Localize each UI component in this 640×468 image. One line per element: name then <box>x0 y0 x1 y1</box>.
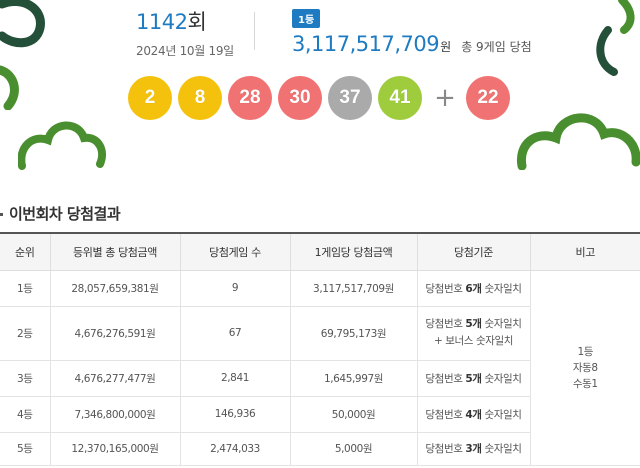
header-games: 당첨게임 수 <box>179 232 291 271</box>
plus-icon: + <box>434 83 456 113</box>
per-game-cell: 5,000원 <box>289 431 418 466</box>
table-header-row: 순위 등위별 총 당첨금액 당첨게임 수 1게임당 당첨금액 당첨기준 비고 <box>0 232 640 271</box>
criteria-cell: 당첨번호 5개 숫자일치 <box>416 359 531 397</box>
per-game-cell: 3,117,517,709원 <box>289 269 418 307</box>
total-cell: 4,676,276,591원 <box>49 305 181 361</box>
games-cell: 67 <box>179 305 291 361</box>
criteria-text: 당첨번호 <box>425 408 466 421</box>
games-cell: 2,474,033 <box>179 431 291 466</box>
number-ball: 37 <box>328 76 372 120</box>
table-row: 1등 28,057,659,381원 9 3,117,517,709원 당첨번호… <box>0 269 640 466</box>
number-ball: 28 <box>228 76 272 120</box>
results-table: 순위 등위별 총 당첨금액 당첨게임 수 1게임당 당첨금액 당첨기준 비고 1… <box>0 232 640 466</box>
bottom-right-bush-decoration <box>516 113 640 170</box>
criteria-count: 5개 <box>465 372 482 385</box>
first-prize-amount: 3,117,517,709 <box>292 32 440 56</box>
table-row: 5등 12,370,165,000원 2,474,033 5,000원 당첨번호… <box>0 431 640 466</box>
rank-cell: 1등 <box>0 269 51 307</box>
games-cell: 146,936 <box>179 395 291 433</box>
criteria-text: 당첨번호 <box>425 443 466 455</box>
criteria-cell: 당첨번호 4개 숫자일치 <box>416 395 531 433</box>
header-divider <box>254 12 255 50</box>
number-ball: 2 <box>128 76 172 120</box>
header-remark: 비고 <box>529 232 640 271</box>
total-cell: 12,370,165,000원 <box>49 431 181 466</box>
criteria-count: 5개 <box>465 318 482 330</box>
per-game-cell: 69,795,173원 <box>289 305 418 361</box>
draw-header: 1142회 2024년 10월 19일 1등 3,117,517,709원 총 9… <box>0 0 640 170</box>
remark-line: 1등 <box>577 345 594 358</box>
criteria-text: 숫자일치 <box>481 372 522 385</box>
criteria-text: 숫자일치 <box>481 443 522 455</box>
header-rank: 순위 <box>0 232 51 271</box>
criteria-text: 당첨번호 <box>425 372 466 385</box>
criteria-count: 3개 <box>465 443 482 455</box>
section-title-text: 이번회차 당첨결과 <box>9 205 121 223</box>
criteria-text: 당첨번호 <box>425 282 466 295</box>
criteria-text: 당첨번호 <box>425 318 466 330</box>
left-leaf-decoration <box>0 0 45 110</box>
total-cell: 4,676,277,477원 <box>49 359 181 397</box>
rank-cell: 3등 <box>0 359 51 397</box>
winner-summary: 총 9게임 당첨 <box>461 40 532 54</box>
first-prize-badge: 1등 <box>292 9 321 28</box>
section-title: 이번회차 당첨결과 <box>0 203 121 224</box>
criteria-cell: 당첨번호 3개 숫자일치 <box>416 431 531 466</box>
header-per-game: 1게임당 당첨금액 <box>289 232 418 271</box>
criteria-count: 4개 <box>465 408 482 421</box>
criteria-count: 6개 <box>465 282 482 295</box>
table-row: 3등 4,676,277,477원 2,841 1,645,997원 당첨번호 … <box>0 359 640 397</box>
criteria-text: 숫자일치 <box>481 408 522 421</box>
first-prize-line: 3,117,517,709원 총 9게임 당첨 <box>292 32 532 56</box>
total-cell: 28,057,659,381원 <box>49 269 181 307</box>
criteria-text: 숫자일치 <box>481 318 522 330</box>
round-info: 1142회 2024년 10월 19일 <box>136 6 234 59</box>
criteria-text: 숫자일치 <box>481 282 522 295</box>
bonus-number-ball: 22 <box>466 76 510 120</box>
games-cell: 2,841 <box>179 359 291 397</box>
right-leaf-decoration <box>596 0 635 76</box>
total-cell: 7,346,800,000원 <box>49 395 181 433</box>
games-cell: 9 <box>179 269 291 307</box>
round-number: 1142 <box>136 10 188 34</box>
table-row: 4등 7,346,800,000원 146,936 50,000원 당첨번호 4… <box>0 395 640 433</box>
round-suffix: 회 <box>187 10 207 34</box>
first-prize-info: 1등 3,117,517,709원 총 9게임 당첨 <box>292 8 532 56</box>
draw-date: 2024년 10월 19일 <box>136 44 234 58</box>
header-total: 등위별 총 당첨금액 <box>49 232 181 271</box>
winning-numbers: 2 8 28 30 37 41 + 22 <box>128 76 516 120</box>
per-game-cell: 50,000원 <box>289 395 418 433</box>
header-criteria: 당첨기준 <box>416 232 531 271</box>
remark-line: 자동8 <box>572 361 598 374</box>
criteria-cell: 당첨번호 5개 숫자일치 + 보너스 숫자일치 <box>416 305 531 361</box>
criteria-cell: 당첨번호 6개 숫자일치 <box>416 269 531 307</box>
bullet-icon <box>0 213 3 216</box>
criteria-bonus-text: + 보너스 숫자일치 <box>433 335 514 347</box>
per-game-cell: 1,645,997원 <box>289 359 418 397</box>
number-ball: 30 <box>278 76 322 120</box>
rank-cell: 2등 <box>0 305 51 361</box>
remark-cell: 1등 자동8 수동1 <box>529 269 640 466</box>
number-ball: 41 <box>378 76 422 120</box>
remark-line: 수동1 <box>572 377 598 390</box>
rank-cell: 4등 <box>0 395 51 433</box>
round-title: 1142회 <box>136 6 234 36</box>
rank-cell: 5등 <box>0 431 51 466</box>
number-ball: 8 <box>178 76 222 120</box>
first-prize-unit: 원 <box>440 40 452 54</box>
bottom-left-bush-decoration <box>18 121 106 170</box>
